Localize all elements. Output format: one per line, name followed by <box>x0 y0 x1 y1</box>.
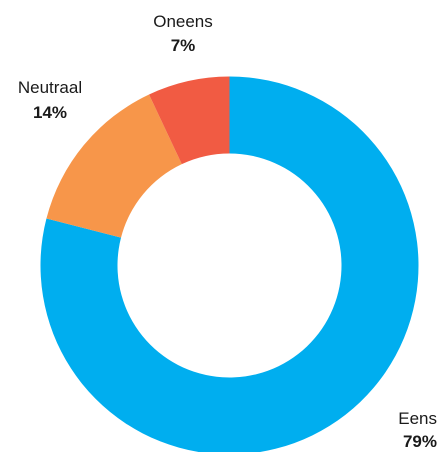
slice-label-name: Neutraal <box>18 78 82 97</box>
slice-label-oneens: Oneens 7% <box>153 12 213 55</box>
slice-label-percent: 79% <box>403 432 437 451</box>
slice-label-name: Eens <box>398 409 437 428</box>
donut-slice-oneens <box>149 76 230 165</box>
slice-label-name: Oneens <box>153 12 213 31</box>
donut-slices <box>40 76 419 452</box>
slice-label-percent: 14% <box>33 103 67 122</box>
slice-label-eens: Eens 79% <box>398 409 437 451</box>
slice-label-percent: 7% <box>171 36 196 55</box>
donut-slice-eens <box>40 76 419 452</box>
slice-label-neutraal: Neutraal 14% <box>18 78 82 122</box>
donut-slice-neutraal <box>46 94 182 238</box>
